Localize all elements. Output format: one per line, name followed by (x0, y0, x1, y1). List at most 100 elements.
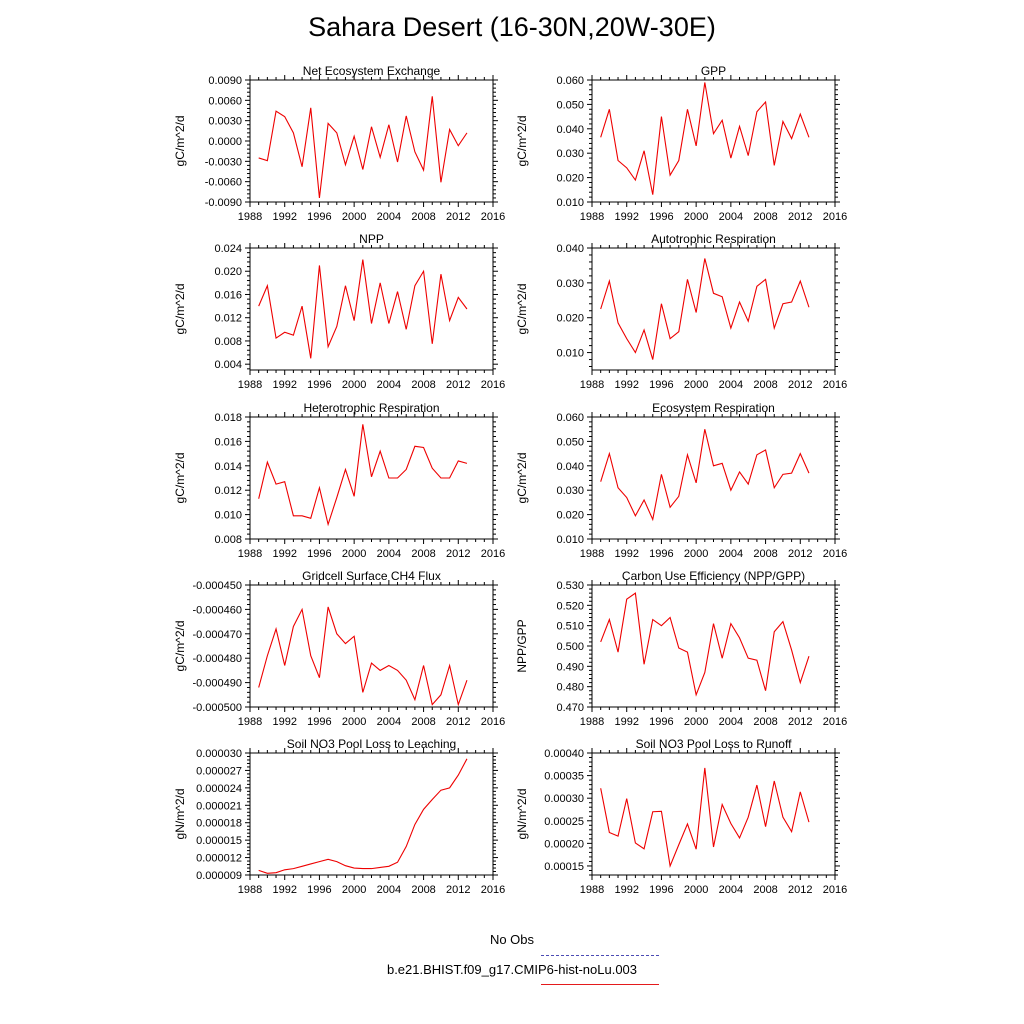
y-tick-label: 0.010 (214, 510, 242, 522)
x-tick-label: 1988 (580, 379, 604, 391)
y-tick-label: 0.00020 (544, 838, 584, 850)
y-tick-label: 0.00040 (544, 748, 584, 760)
x-tick-label: 1988 (580, 884, 604, 896)
x-tick-label: 2004 (377, 379, 401, 391)
x-tick-label: 2012 (788, 211, 812, 223)
y-tick-label: 0.510 (556, 621, 584, 633)
y-tick-label: 0.060 (556, 412, 584, 424)
legend-line-no-obs (541, 955, 659, 956)
y-tick-label: 0.030 (556, 485, 584, 497)
panel-title: Heterotrophic Respiration (303, 401, 439, 415)
x-tick-label: 2012 (446, 884, 470, 896)
y-tick-label: 0.520 (556, 600, 584, 612)
y-tick-label: 0.0090 (208, 75, 242, 87)
x-tick-label: 1988 (238, 884, 262, 896)
x-tick-label: 1992 (272, 548, 296, 560)
x-tick-label: 2016 (481, 379, 505, 391)
y-tick-label: 0.500 (556, 641, 584, 653)
y-tick-label: 0.010 (556, 197, 584, 209)
x-tick-label: 1988 (238, 548, 262, 560)
y-tick-label: 0.020 (556, 313, 584, 325)
y-axis-label: gC/m^2/d (515, 284, 529, 335)
y-tick-label: 0.000021 (196, 800, 242, 812)
y-tick-label: 0.020 (556, 510, 584, 522)
x-tick-label: 2000 (684, 716, 708, 728)
x-tick-label: 2000 (342, 716, 366, 728)
x-tick-label: 1996 (307, 379, 331, 391)
x-tick-label: 2004 (719, 884, 743, 896)
panel-10: Soil NO3 Pool Loss to Runoff gN/m^2/d 1988… (515, 737, 847, 896)
x-tick-label: 2012 (788, 884, 812, 896)
x-tick-label: 2000 (684, 211, 708, 223)
series-line (258, 758, 468, 874)
y-tick-label: 0.012 (214, 485, 242, 497)
y-tick-label: 0.00025 (544, 816, 584, 828)
x-tick-label: 2016 (823, 716, 847, 728)
panel-6: Ecosystem Respiration gC/m^2/d 1988 1992 199… (515, 401, 847, 560)
plot-frame (591, 247, 836, 371)
y-tick-label: 0.00030 (544, 793, 584, 805)
y-axis-label: gC/m^2/d (173, 116, 187, 167)
panel-5: Heterotrophic Respiration gC/m^2/d 1988 199… (173, 401, 505, 560)
y-tick-label: 0.060 (556, 75, 584, 87)
y-tick-label: 0.010 (556, 348, 584, 360)
y-tick-label: 0.00015 (544, 861, 584, 873)
y-tick-label: 0.008 (214, 534, 242, 546)
series-line (258, 424, 468, 527)
y-axis-label: gN/m^2/d (173, 789, 187, 840)
series-line (600, 767, 810, 868)
y-tick-label: 0.0030 (208, 116, 242, 128)
x-tick-label: 1996 (649, 548, 673, 560)
x-tick-label: 2004 (719, 379, 743, 391)
y-axis-label: NPP/GPP (515, 619, 529, 672)
y-axis-label: gN/m^2/d (515, 789, 529, 840)
series-line (600, 82, 810, 195)
y-tick-label: 0.040 (556, 243, 584, 255)
y-tick-label: 0.000018 (196, 818, 242, 830)
x-tick-label: 2016 (823, 548, 847, 560)
x-tick-label: 2008 (411, 716, 435, 728)
x-tick-label: 1992 (614, 211, 638, 223)
x-tick-label: 2008 (411, 211, 435, 223)
y-tick-label: 0.000030 (196, 748, 242, 760)
x-tick-label: 2008 (753, 716, 777, 728)
legend-label-model: b.e21.BHIST.f09_g17.CMIP6-hist-noLu.003 (386, 962, 638, 977)
x-tick-label: 1988 (238, 211, 262, 223)
y-tick-label: 0.0000 (208, 136, 242, 148)
plot-frame (591, 416, 836, 540)
x-tick-label: 1992 (272, 884, 296, 896)
y-tick-label: 0.000009 (196, 870, 242, 882)
x-tick-label: 2012 (446, 548, 470, 560)
x-tick-label: 2012 (788, 548, 812, 560)
y-axis-label: gC/m^2/d (173, 453, 187, 504)
y-tick-label: 0.050 (556, 436, 584, 448)
y-tick-label: 0.040 (556, 124, 584, 136)
plot-frame (591, 584, 836, 708)
panel-4: Autotrophic Respiration gC/m^2/d 1988 1992 1… (515, 232, 847, 391)
y-tick-label: -0.0090 (205, 197, 242, 209)
y-tick-label: -0.000500 (192, 702, 242, 714)
x-tick-label: 2000 (342, 379, 366, 391)
panel-8: Carbon Use Efficiency (NPP/GPP) NPP/GPP 19… (515, 569, 847, 728)
panel-title: Net Ecosystem Exchange (303, 64, 441, 78)
x-tick-label: 2012 (446, 379, 470, 391)
panel-title: NPP (359, 232, 384, 246)
x-tick-label: 1992 (272, 379, 296, 391)
plot-frame (249, 584, 494, 708)
y-tick-label: 0.000027 (196, 765, 242, 777)
x-tick-label: 2016 (481, 884, 505, 896)
x-tick-label: 2000 (684, 884, 708, 896)
y-tick-label: 0.016 (214, 436, 242, 448)
y-axis-label: gC/m^2/d (173, 284, 187, 335)
panel-title: GPP (701, 64, 726, 78)
x-tick-label: 1996 (649, 716, 673, 728)
x-tick-label: 2004 (719, 716, 743, 728)
plot-frame (249, 416, 494, 540)
panel-title: Carbon Use Efficiency (NPP/GPP) (622, 569, 805, 583)
legend-line-model (541, 984, 659, 985)
plot-frame (591, 79, 836, 203)
x-tick-label: 2008 (411, 379, 435, 391)
x-tick-label: 2004 (377, 548, 401, 560)
x-tick-label: 2016 (823, 211, 847, 223)
y-tick-label: 0.00035 (544, 771, 584, 783)
